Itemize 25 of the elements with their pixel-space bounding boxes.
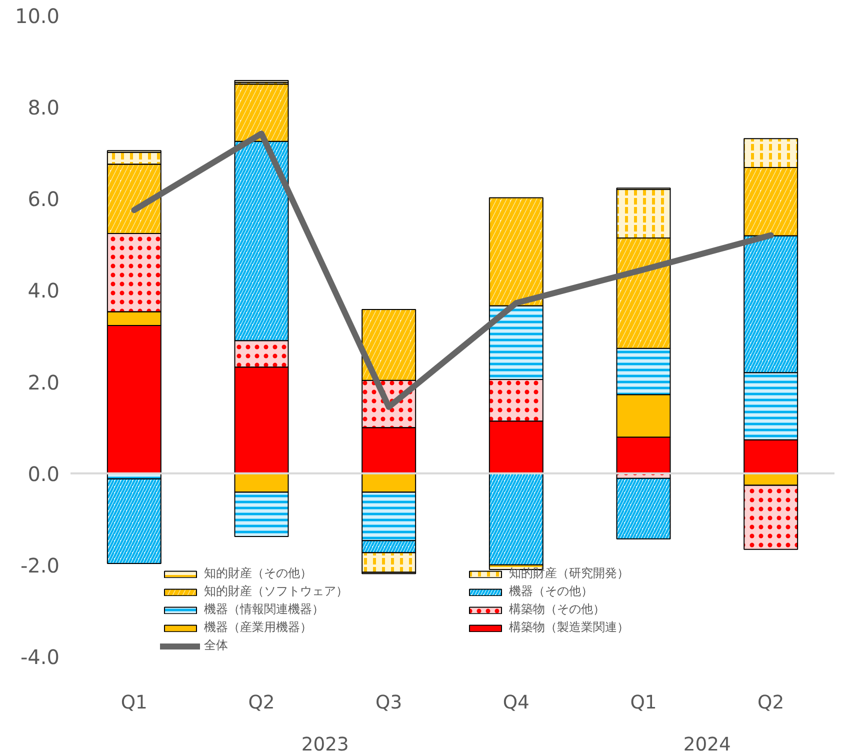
legend-label: 知的財産（ソフトウェア） (204, 583, 349, 600)
text: 2023 (301, 734, 349, 753)
legend-label: 構築物（その他） (509, 601, 606, 618)
y-tick-label: 10.0 (14, 4, 60, 28)
legend-label: 全体 (204, 637, 229, 654)
x-tick-label: Q4 (502, 692, 530, 714)
legend-label: 知的財産（研究開発） (509, 565, 630, 582)
legend-label: 構築物（製造業関連） (509, 619, 630, 636)
y-tick-label: 2.0 (28, 370, 60, 394)
x-tick-label: Q2 (248, 692, 275, 714)
x-tick-label: Q1 (630, 692, 657, 714)
y-tick-label: 0.0 (28, 462, 60, 486)
y-tick-label: 8.0 (28, 96, 60, 120)
y-tick-label: 4.0 (28, 278, 60, 303)
legend-label: 機器（産業用機器） (204, 619, 313, 636)
x-tick-label: Q2 (758, 692, 784, 714)
legend-label: 機器（その他） (509, 583, 594, 600)
legend-label: 機器（情報関連機器） (204, 601, 325, 618)
x-tick-label: Q1 (120, 692, 148, 714)
x-tick-label: Q3 (376, 692, 402, 714)
legend-label: 知的財産（その他） (204, 565, 313, 582)
y-tick-label: -2.0 (20, 553, 60, 578)
y-tick-label: -4.0 (20, 645, 60, 669)
text: 2024 (683, 734, 731, 753)
y-tick-label: 6.0 (28, 187, 60, 212)
